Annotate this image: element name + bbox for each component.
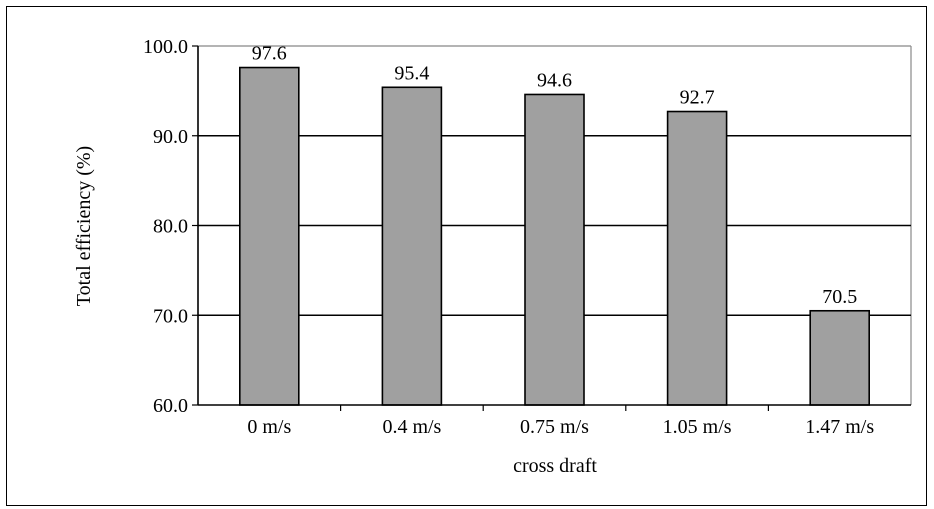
bar: [809, 309, 871, 406]
x-tick-label: 0.4 m/s: [382, 416, 441, 438]
x-tick-label: 1.47 m/s: [805, 416, 874, 438]
data-label: 92.7: [680, 87, 715, 109]
y-tick-label: 90.0: [153, 126, 188, 148]
y-axis-title: Total efficiency (%): [73, 146, 95, 306]
bar: [666, 110, 728, 406]
bar: [381, 86, 443, 406]
x-tick-label: 1.05 m/s: [663, 416, 732, 438]
y-tick-label: 80.0: [153, 216, 188, 238]
data-label: 97.6: [252, 43, 287, 65]
x-tick-label: 0 m/s: [247, 416, 291, 438]
data-label: 95.4: [394, 62, 429, 84]
chart-frame: [6, 6, 927, 506]
bars-layer: [239, 66, 871, 406]
bar: [239, 66, 300, 406]
data-label: 70.5: [822, 286, 857, 308]
y-tick-label: 70.0: [153, 305, 188, 327]
bar: [524, 93, 585, 406]
data-label: 94.6: [537, 69, 572, 91]
y-tick-label: 100.0: [143, 36, 188, 58]
labels-layer: 97.6 95.4 94.6 92.7 70.5: [252, 43, 857, 308]
y-tick-label: 60.0: [153, 395, 188, 417]
x-tick-label: 0.75 m/s: [520, 416, 589, 438]
ticks-layer: 60.0 70.0 80.0 90.0 100.0 0 m/s 0.4 m/s 0.75 m/…: [143, 36, 874, 438]
x-axis-title: cross draft: [513, 455, 597, 477]
